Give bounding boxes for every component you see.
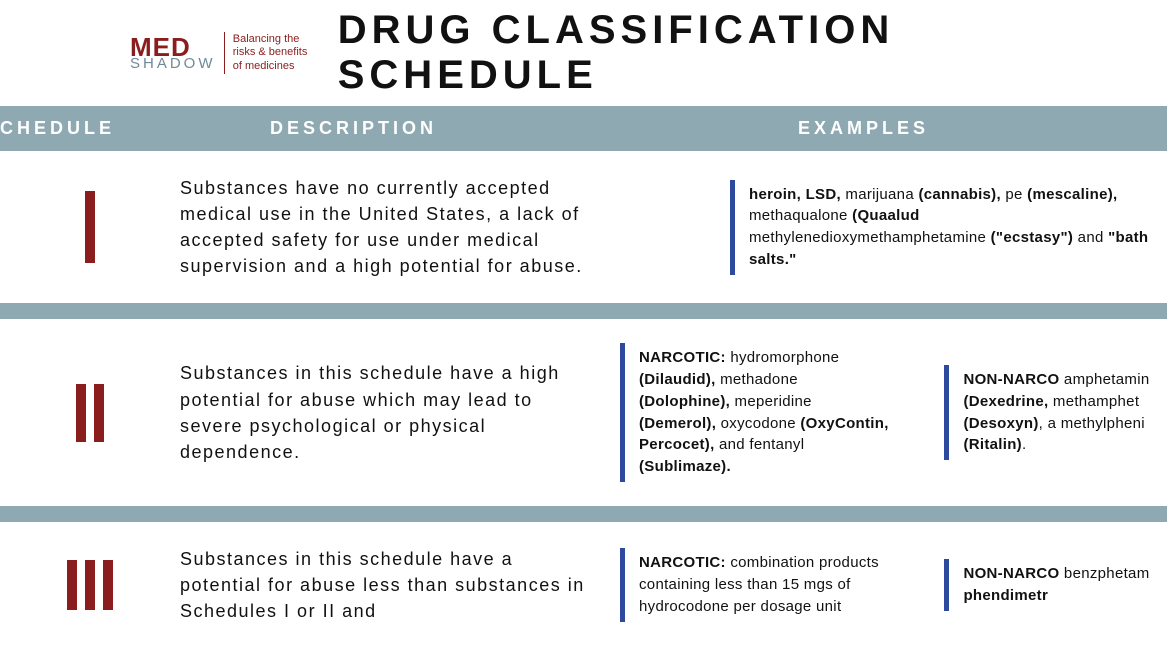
- example-block-non-narcotic: NON-NARCO benzphetam phendimetr: [944, 559, 1167, 611]
- logo-shadow: SHADOW: [130, 58, 216, 71]
- roman-bar: [76, 384, 86, 442]
- column-header-bar: CHEDULE DESCRIPTION EXAMPLES: [0, 106, 1167, 151]
- schedule-row: Substances in this schedule have a high …: [0, 319, 1167, 506]
- roman-bar: [103, 560, 113, 610]
- roman-bar: [94, 384, 104, 442]
- row-divider: [0, 506, 1167, 522]
- page-title: DRUG CLASSIFICATION SCHEDULE: [338, 8, 1167, 98]
- example-block-non-narcotic: NON-NARCO amphetamin (Dexedrine, methamp…: [944, 365, 1167, 460]
- examples-area: NARCOTIC: hydromorphone (Dilaudid), meth…: [620, 343, 1167, 482]
- schedule-numeral: [0, 191, 180, 263]
- schedule-row: Substances in this schedule have a poten…: [0, 522, 1167, 648]
- header-examples: EXAMPLES: [620, 118, 1167, 139]
- header-description: DESCRIPTION: [180, 118, 620, 139]
- logo-tagline: Balancing the risks & benefits of medici…: [233, 33, 318, 73]
- row-divider: [0, 303, 1167, 319]
- schedule-row: Substances have no currently accepted me…: [0, 151, 1167, 303]
- schedule-numeral: [0, 384, 180, 442]
- top-header: MED SHADOW Balancing the risks & benefit…: [0, 0, 1167, 106]
- logo-divider: [224, 32, 225, 74]
- logo: MED SHADOW Balancing the risks & benefit…: [130, 32, 318, 74]
- examples-area: heroin, LSD, marijuana (cannabis), pe (m…: [620, 180, 1167, 275]
- header-schedule: CHEDULE: [0, 118, 180, 139]
- roman-bar: [67, 560, 77, 610]
- schedule-numeral: [0, 560, 180, 610]
- roman-bar: [85, 560, 95, 610]
- schedule-description: Substances have no currently accepted me…: [180, 175, 620, 279]
- schedule-description: Substances in this schedule have a poten…: [180, 546, 620, 624]
- example-block-narcotic: NARCOTIC: combination products containin…: [620, 548, 904, 621]
- example-block-narcotic: NARCOTIC: hydromorphone (Dilaudid), meth…: [620, 343, 904, 482]
- examples-area: NARCOTIC: combination products containin…: [620, 548, 1167, 621]
- example-block: heroin, LSD, marijuana (cannabis), pe (m…: [730, 180, 1167, 275]
- schedule-description: Substances in this schedule have a high …: [180, 360, 620, 464]
- roman-bar: [85, 191, 95, 263]
